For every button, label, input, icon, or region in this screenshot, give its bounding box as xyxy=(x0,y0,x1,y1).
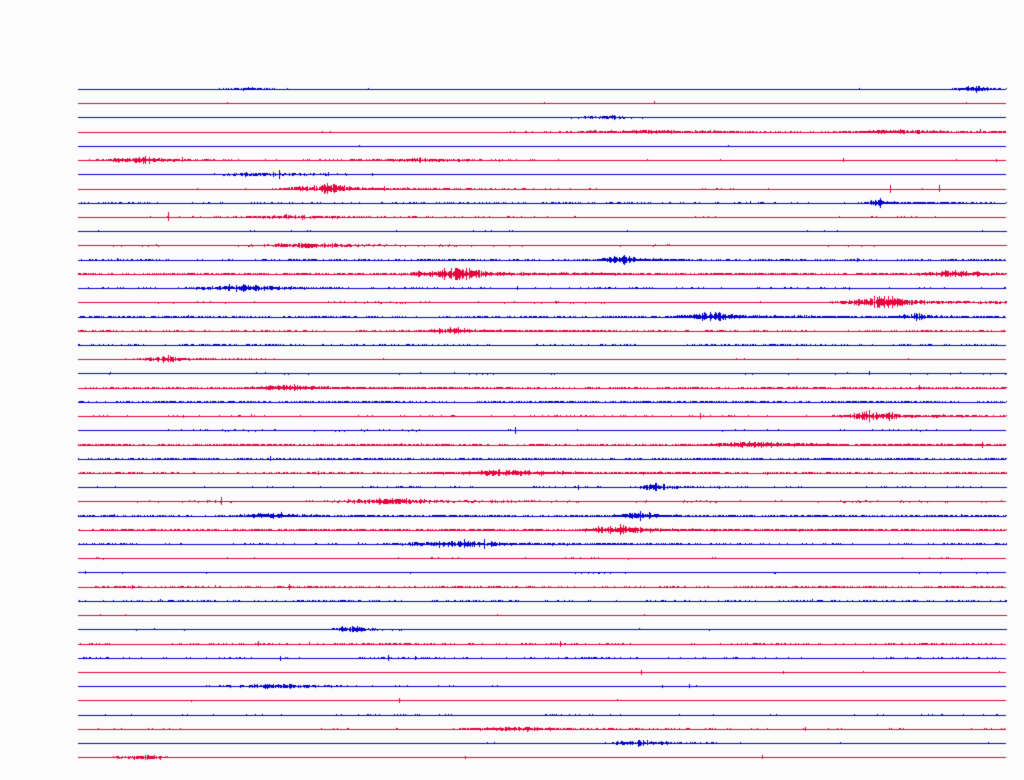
helicorder-plot: HI Marina, Kalamata, Messenia, Peloponne… xyxy=(0,0,1024,780)
seismic-trace-canvas xyxy=(0,0,1024,780)
